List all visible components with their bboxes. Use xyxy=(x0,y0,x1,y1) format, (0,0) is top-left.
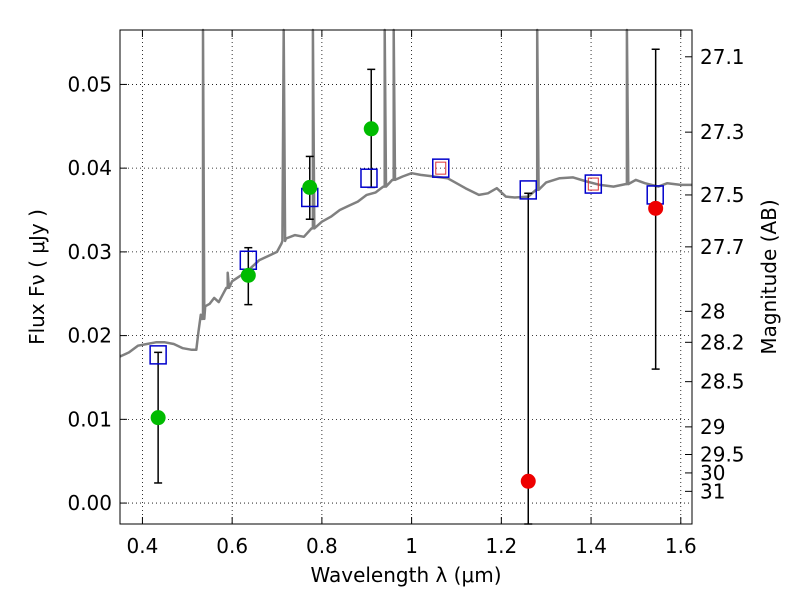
tick-labels: 0.4 0.6 0.8 1 1.2 1.4 1.6 0.00 0.01 0.02 0.03 0.04 0… xyxy=(67,45,744,558)
y-tick-label: 0.04 xyxy=(67,156,112,180)
y2-tick-label: 28.2 xyxy=(700,330,745,354)
x-tick-label: 1.2 xyxy=(485,534,517,558)
data-points xyxy=(150,121,664,489)
model-photometry-box xyxy=(432,158,450,178)
x-tick-label: 0.8 xyxy=(306,534,338,558)
x-axis-label: Wavelength λ (μm) xyxy=(310,563,501,587)
detection-point xyxy=(240,267,256,283)
sed-model xyxy=(119,28,692,358)
x-tick-label: 1.6 xyxy=(665,534,697,558)
y2-tick-label: 27.3 xyxy=(700,120,745,144)
y2-tick-label: 27.1 xyxy=(700,45,745,69)
sed-model-line xyxy=(119,28,692,358)
x-tick-label: 0.4 xyxy=(127,534,159,558)
y2-tick-label: 30 xyxy=(700,461,725,485)
non-detection-point xyxy=(520,473,536,489)
detection-point xyxy=(302,179,318,195)
ticks xyxy=(120,30,692,524)
non-detection-point xyxy=(648,200,664,216)
y-axis-label: Flux Fν ( μJy ) xyxy=(25,209,49,345)
x-tick-label: 1.4 xyxy=(575,534,607,558)
y2-tick-label: 28 xyxy=(700,299,725,323)
plot-frame xyxy=(119,29,693,525)
model-photometry-box xyxy=(149,345,167,365)
model-boxes xyxy=(149,158,664,365)
x-tick-label: 0.6 xyxy=(216,534,248,558)
x-tick-label: 1 xyxy=(405,534,418,558)
model-photometry-box xyxy=(360,168,378,188)
y-tick-label: 0.01 xyxy=(67,407,112,431)
y2-tick-label: 29.5 xyxy=(700,443,745,467)
grid xyxy=(120,30,692,524)
model-photometry-box xyxy=(519,180,538,200)
y2-tick-label: 31 xyxy=(700,479,725,503)
detection-point xyxy=(363,121,379,137)
model-photometry-box-inner xyxy=(587,177,599,191)
detection-point xyxy=(150,410,166,426)
y-tick-label: 0.02 xyxy=(67,324,112,348)
y2-tick-label: 28.5 xyxy=(700,370,745,394)
y-tick-label: 0.03 xyxy=(67,240,112,264)
model-photometry-box xyxy=(584,174,603,194)
y2-tick-label: 27.5 xyxy=(700,183,745,207)
y-tick-label: 0.05 xyxy=(67,72,112,96)
model-photometry-box-inner xyxy=(435,161,447,175)
y2-tick-label: 27.7 xyxy=(700,235,745,259)
y-tick-label: 0.00 xyxy=(67,491,112,515)
secondary-y-axis-label: Magnitude (AB) xyxy=(757,199,781,354)
y2-tick-label: 29 xyxy=(700,415,725,439)
